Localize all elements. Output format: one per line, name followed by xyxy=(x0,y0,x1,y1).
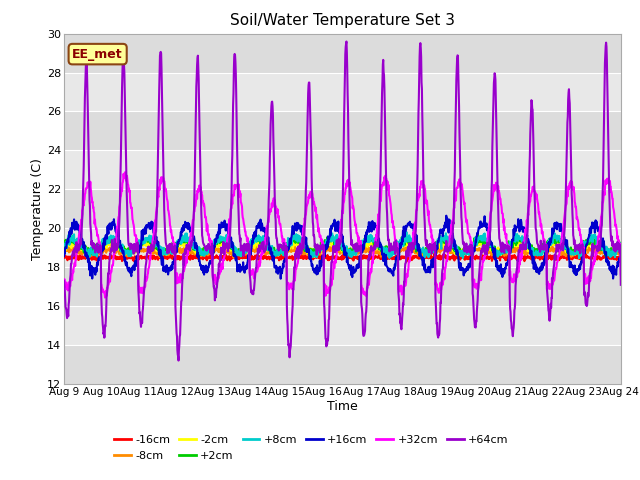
Legend: -16cm, -8cm, -2cm, +2cm, +8cm, +16cm, +32cm, +64cm: -16cm, -8cm, -2cm, +2cm, +8cm, +16cm, +3… xyxy=(114,435,509,461)
Bar xyxy=(64,345,621,384)
Bar xyxy=(64,189,621,228)
Bar xyxy=(64,72,621,111)
Title: Soil/Water Temperature Set 3: Soil/Water Temperature Set 3 xyxy=(230,13,455,28)
Y-axis label: Temperature (C): Temperature (C) xyxy=(31,158,44,260)
Bar xyxy=(64,228,621,267)
Bar xyxy=(64,267,621,306)
X-axis label: Time: Time xyxy=(327,399,358,412)
Bar xyxy=(64,306,621,345)
Bar xyxy=(64,111,621,150)
Bar xyxy=(64,150,621,189)
Text: EE_met: EE_met xyxy=(72,48,123,60)
Bar xyxy=(64,34,621,72)
